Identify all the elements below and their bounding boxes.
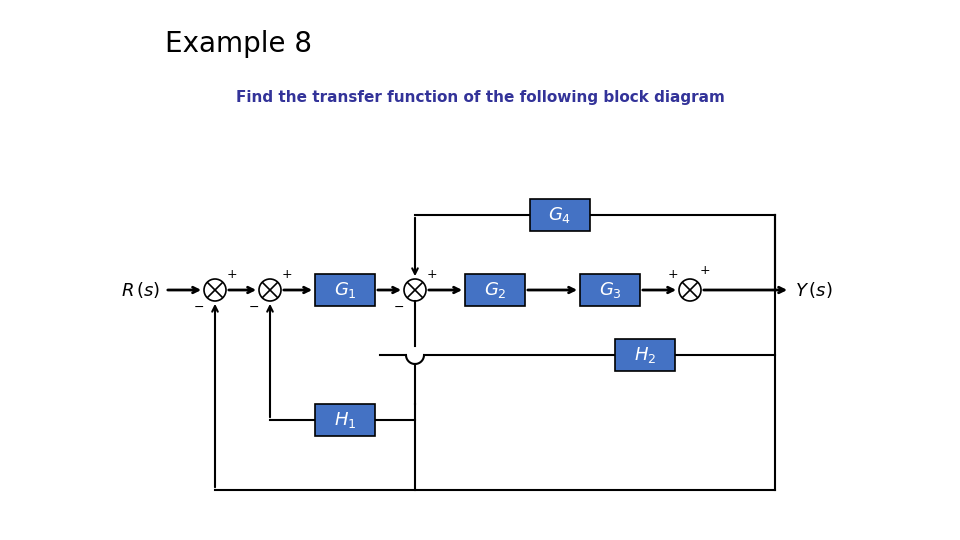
Bar — [530, 199, 590, 231]
Text: $\mathit{H}_{1}$: $\mathit{H}_{1}$ — [334, 410, 356, 430]
Text: Example 8: Example 8 — [165, 30, 312, 58]
Text: $\mathit{G}_{3}$: $\mathit{G}_{3}$ — [598, 280, 621, 300]
Text: +: + — [227, 268, 237, 281]
Text: $\mathit{G}_{2}$: $\mathit{G}_{2}$ — [484, 280, 506, 300]
Bar — [615, 339, 675, 371]
Text: $-$: $-$ — [193, 300, 204, 313]
Text: $-$: $-$ — [394, 300, 404, 313]
Text: +: + — [281, 268, 292, 281]
Text: Find the transfer function of the following block diagram: Find the transfer function of the follow… — [235, 90, 725, 105]
Text: $\mathit{H}_{2}$: $\mathit{H}_{2}$ — [634, 345, 656, 365]
Bar — [315, 404, 375, 436]
Text: $\mathit{G}_{1}$: $\mathit{G}_{1}$ — [333, 280, 356, 300]
Text: $Y\,(s)$: $Y\,(s)$ — [795, 280, 832, 300]
Bar — [315, 274, 375, 306]
Bar — [580, 274, 640, 306]
Text: +: + — [426, 268, 438, 281]
Text: +: + — [668, 268, 679, 281]
Text: $\mathit{G}_{4}$: $\mathit{G}_{4}$ — [548, 205, 571, 225]
Text: $-$: $-$ — [249, 300, 259, 313]
Text: $R\,(s)$: $R\,(s)$ — [121, 280, 160, 300]
Bar — [465, 274, 525, 306]
Text: +: + — [700, 265, 710, 278]
